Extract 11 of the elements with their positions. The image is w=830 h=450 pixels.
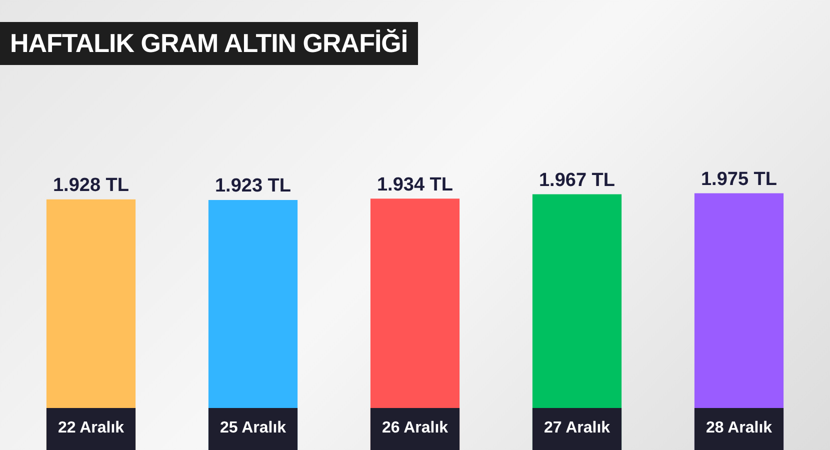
x-tick-label: 26 Aralık: [382, 419, 448, 436]
x-tick-label: 27 Aralık: [544, 419, 610, 436]
data-label: 1.967 TL: [538, 170, 616, 192]
data-label: 1.923 TL: [214, 176, 292, 197]
data-label: 1.934 TL: [376, 174, 454, 196]
data-label: 1.975 TL: [700, 168, 778, 190]
x-tick-label: 25 Aralık: [220, 419, 286, 436]
data-label: 1.928 TL: [52, 175, 130, 196]
chart-title: HAFTALIK GRAM ALTIN GRAFİĞİ: [0, 22, 418, 65]
x-tick-label: 22 Aralık: [58, 419, 124, 436]
x-tick-label: 28 Aralık: [706, 419, 772, 436]
